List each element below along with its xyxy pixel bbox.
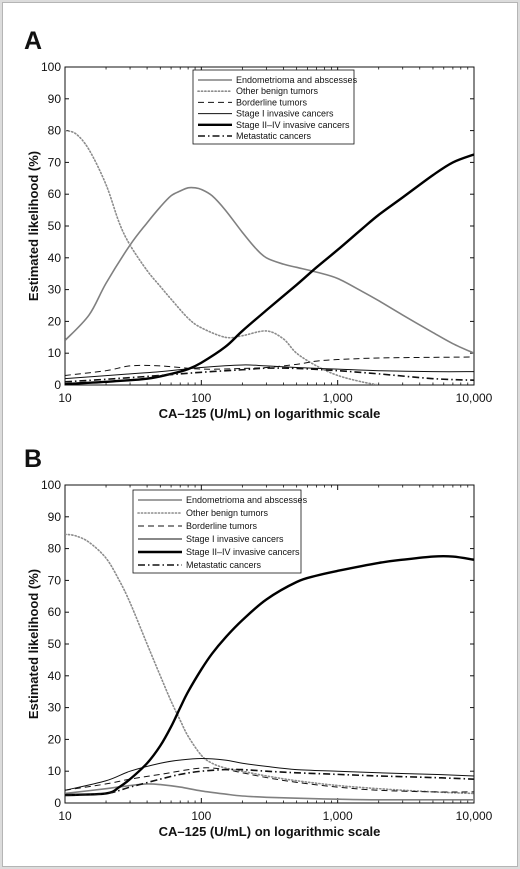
legend-label: Stage II–IV invasive cancers bbox=[236, 120, 350, 130]
series-line-borderline-tumors bbox=[65, 356, 474, 376]
legend-label: Metastatic cancers bbox=[186, 560, 262, 570]
series-line-metastatic-cancers bbox=[65, 768, 474, 796]
y-tick-label: 20 bbox=[48, 314, 62, 328]
y-tick-label: 60 bbox=[48, 605, 62, 619]
y-tick-label: 30 bbox=[48, 701, 62, 715]
legend-label: Metastatic cancers bbox=[236, 131, 312, 141]
x-tick-label: 10 bbox=[58, 391, 72, 405]
x-axis-label: CA–125 (U/mL) on logarithmic scale bbox=[159, 406, 381, 421]
series-group bbox=[65, 533, 474, 801]
series-line-stage-i-invasive-cancers bbox=[65, 757, 474, 791]
legend-label: Endometrioma and abscesses bbox=[236, 75, 358, 85]
y-axis-label: Estimated likelihood (%) bbox=[26, 569, 41, 719]
series-line-endometrioma-and-abscesses bbox=[65, 783, 474, 801]
legend-label: Borderline tumors bbox=[236, 97, 308, 107]
x-tick-label: 10,000 bbox=[456, 391, 493, 405]
x-tick-label: 100 bbox=[191, 809, 211, 823]
legend-label: Stage II–IV invasive cancers bbox=[186, 547, 300, 557]
y-tick-label: 70 bbox=[48, 155, 62, 169]
legend-label: Other benign tumors bbox=[186, 508, 269, 518]
y-tick-label: 10 bbox=[48, 346, 62, 360]
y-tick-label: 20 bbox=[48, 732, 62, 746]
legend-label: Borderline tumors bbox=[186, 521, 258, 531]
series-line-stage-i-invasive-cancers bbox=[65, 364, 474, 380]
legend-box bbox=[132, 489, 302, 574]
y-tick-label: 0 bbox=[54, 796, 61, 810]
y-tick-label: 70 bbox=[48, 573, 62, 587]
y-tick-label: 50 bbox=[48, 637, 62, 651]
legend-label: Stage I invasive cancers bbox=[186, 534, 284, 544]
y-tick-label: 100 bbox=[41, 478, 61, 492]
y-tick-label: 80 bbox=[48, 124, 62, 138]
legend-label: Endometrioma and abscesses bbox=[186, 495, 308, 505]
y-axis-label: Estimated likelihood (%) bbox=[26, 151, 41, 301]
x-tick-label: 10,000 bbox=[456, 809, 493, 823]
y-tick-label: 90 bbox=[48, 92, 62, 106]
legend-box bbox=[192, 69, 355, 145]
series-group bbox=[65, 129, 474, 385]
series-line-other-benign-tumors bbox=[65, 129, 380, 385]
x-tick-label: 1,000 bbox=[323, 391, 353, 405]
y-tick-label: 30 bbox=[48, 283, 62, 297]
x-tick-label: 10 bbox=[58, 809, 72, 823]
legend: Endometrioma and abscesses Other benign t… bbox=[132, 489, 308, 574]
y-tick-label: 40 bbox=[48, 669, 62, 683]
x-tick-label: 100 bbox=[191, 391, 211, 405]
y-tick-label: 0 bbox=[54, 378, 61, 392]
y-tick-label: 10 bbox=[48, 764, 62, 778]
y-tick-label: 80 bbox=[48, 542, 62, 556]
x-axis-label: CA–125 (U/mL) on logarithmic scale bbox=[159, 824, 381, 839]
y-tick-label: 50 bbox=[48, 219, 62, 233]
series-line-endometrioma-and-abscesses bbox=[65, 186, 474, 354]
legend-label: Stage I invasive cancers bbox=[236, 109, 334, 119]
series-line-stage-ii-iv-invasive-cancers bbox=[65, 554, 474, 797]
series-line-other-benign-tumors bbox=[65, 533, 474, 795]
panel-label: A bbox=[24, 27, 42, 55]
panel-label: B bbox=[24, 445, 42, 473]
y-tick-label: 60 bbox=[48, 187, 62, 201]
x-tick-label: 1,000 bbox=[323, 809, 353, 823]
legend-label: Other benign tumors bbox=[236, 86, 319, 96]
y-tick-label: 100 bbox=[41, 60, 61, 74]
y-tick-label: 90 bbox=[48, 510, 62, 524]
series-line-metastatic-cancers bbox=[65, 367, 474, 383]
y-tick-label: 40 bbox=[48, 251, 62, 265]
